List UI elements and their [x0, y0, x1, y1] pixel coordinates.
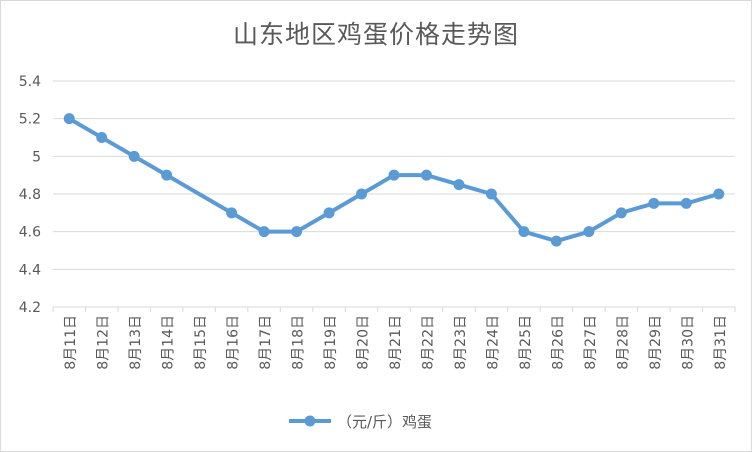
x-tick-label: 8月22日 [420, 315, 436, 370]
x-tick-label: 8月27日 [583, 315, 599, 370]
data-point [420, 169, 432, 181]
data-point [356, 188, 368, 200]
x-tick-label: 8月18日 [291, 315, 307, 370]
x-tick-label: 8月12日 [96, 315, 112, 370]
series-line [67, 116, 721, 244]
x-tick-label: 8月16日 [226, 315, 242, 370]
data-point [128, 150, 140, 162]
data-point [161, 169, 173, 181]
legend-label: （元/斤）鸡蛋 [337, 413, 432, 431]
x-tick-label: 8月31日 [713, 315, 729, 370]
x-tick-label: 8月21日 [388, 315, 404, 370]
x-tick-label: 8月13日 [128, 315, 144, 370]
data-point [226, 207, 238, 219]
x-tick-label: 8月24日 [485, 315, 501, 370]
x-tick-label: 8月25日 [518, 315, 534, 370]
chart-title: 山东地区鸡蛋价格走势图 [232, 20, 519, 49]
data-point [518, 226, 530, 238]
y-tick-label: 4.6 [19, 225, 41, 241]
y-tick-label: 4.2 [19, 300, 41, 316]
x-tick-label: 8月15日 [193, 315, 209, 370]
y-tick-label: 5 [32, 149, 41, 165]
data-point [96, 132, 108, 143]
y-tick-label: 5.2 [19, 112, 41, 128]
data-point [550, 235, 562, 247]
data-point [258, 226, 270, 238]
y-tick-label: 5.4 [19, 74, 41, 90]
x-tick-label: 8月23日 [453, 315, 469, 370]
x-tick-label: 8月17日 [258, 315, 274, 370]
data-point [713, 188, 725, 200]
data-point [648, 197, 660, 209]
y-tick-label: 4.8 [19, 187, 41, 203]
data-point [615, 207, 627, 219]
data-point [291, 226, 303, 238]
x-tick-label: 8月28日 [615, 315, 631, 370]
x-tick-label: 8月20日 [356, 315, 372, 370]
data-point [680, 197, 692, 209]
x-tick-label: 8月29日 [648, 315, 664, 370]
x-tick-label: 8月11日 [63, 315, 79, 370]
y-tick-label: 4.4 [19, 262, 41, 278]
data-point [583, 226, 595, 238]
x-tick-label: 8月14日 [161, 315, 177, 370]
x-tick-label: 8月19日 [323, 315, 339, 370]
x-tick-label: 8月30日 [680, 315, 696, 370]
legend-marker [304, 415, 316, 427]
data-point [453, 179, 465, 191]
data-point [485, 188, 497, 200]
data-point [388, 169, 400, 181]
data-point [63, 113, 75, 125]
data-point [323, 207, 335, 219]
x-tick-label: 8月26日 [550, 315, 566, 370]
